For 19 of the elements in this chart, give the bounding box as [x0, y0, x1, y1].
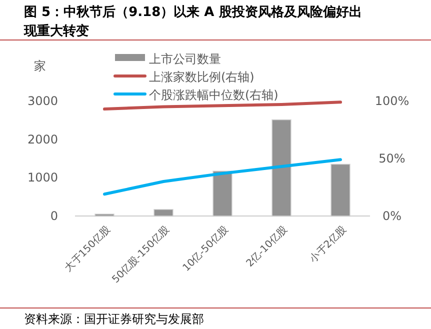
y-tick-label: 2000: [27, 132, 58, 146]
y-tick-label: 1000: [27, 170, 58, 185]
x-tick-label: 2亿-10亿股: [244, 224, 290, 270]
text: 资料来源：国开证券研究与发展部: [24, 312, 204, 326]
y2-tick-label: 0%: [382, 209, 402, 223]
y-tick-label: 3000: [27, 94, 58, 108]
x-tick-label: 小于2亿股: [307, 224, 349, 265]
y2-tick-label: 50%: [378, 152, 406, 166]
legend-label: 上涨家数比例(右轴): [149, 70, 254, 84]
x-tick-label: 大于150亿股: [62, 224, 113, 274]
legend-label: 个股涨跌幅中位数(右轴): [149, 88, 278, 102]
line-series: [103, 100, 342, 111]
chart-title: 图 5：中秋节后（9.18）以来 A 股投资风格及风险偏好出现重大转变: [23, 4, 362, 39]
y-tick-label: 0: [50, 209, 58, 223]
y-axis-title: 家: [34, 59, 46, 73]
x-tick-label: 10亿-50亿股: [181, 224, 231, 274]
legend-label: 上市公司数量: [149, 52, 221, 66]
y2-tick-label: 100%: [374, 94, 410, 108]
line-series: [103, 158, 342, 196]
